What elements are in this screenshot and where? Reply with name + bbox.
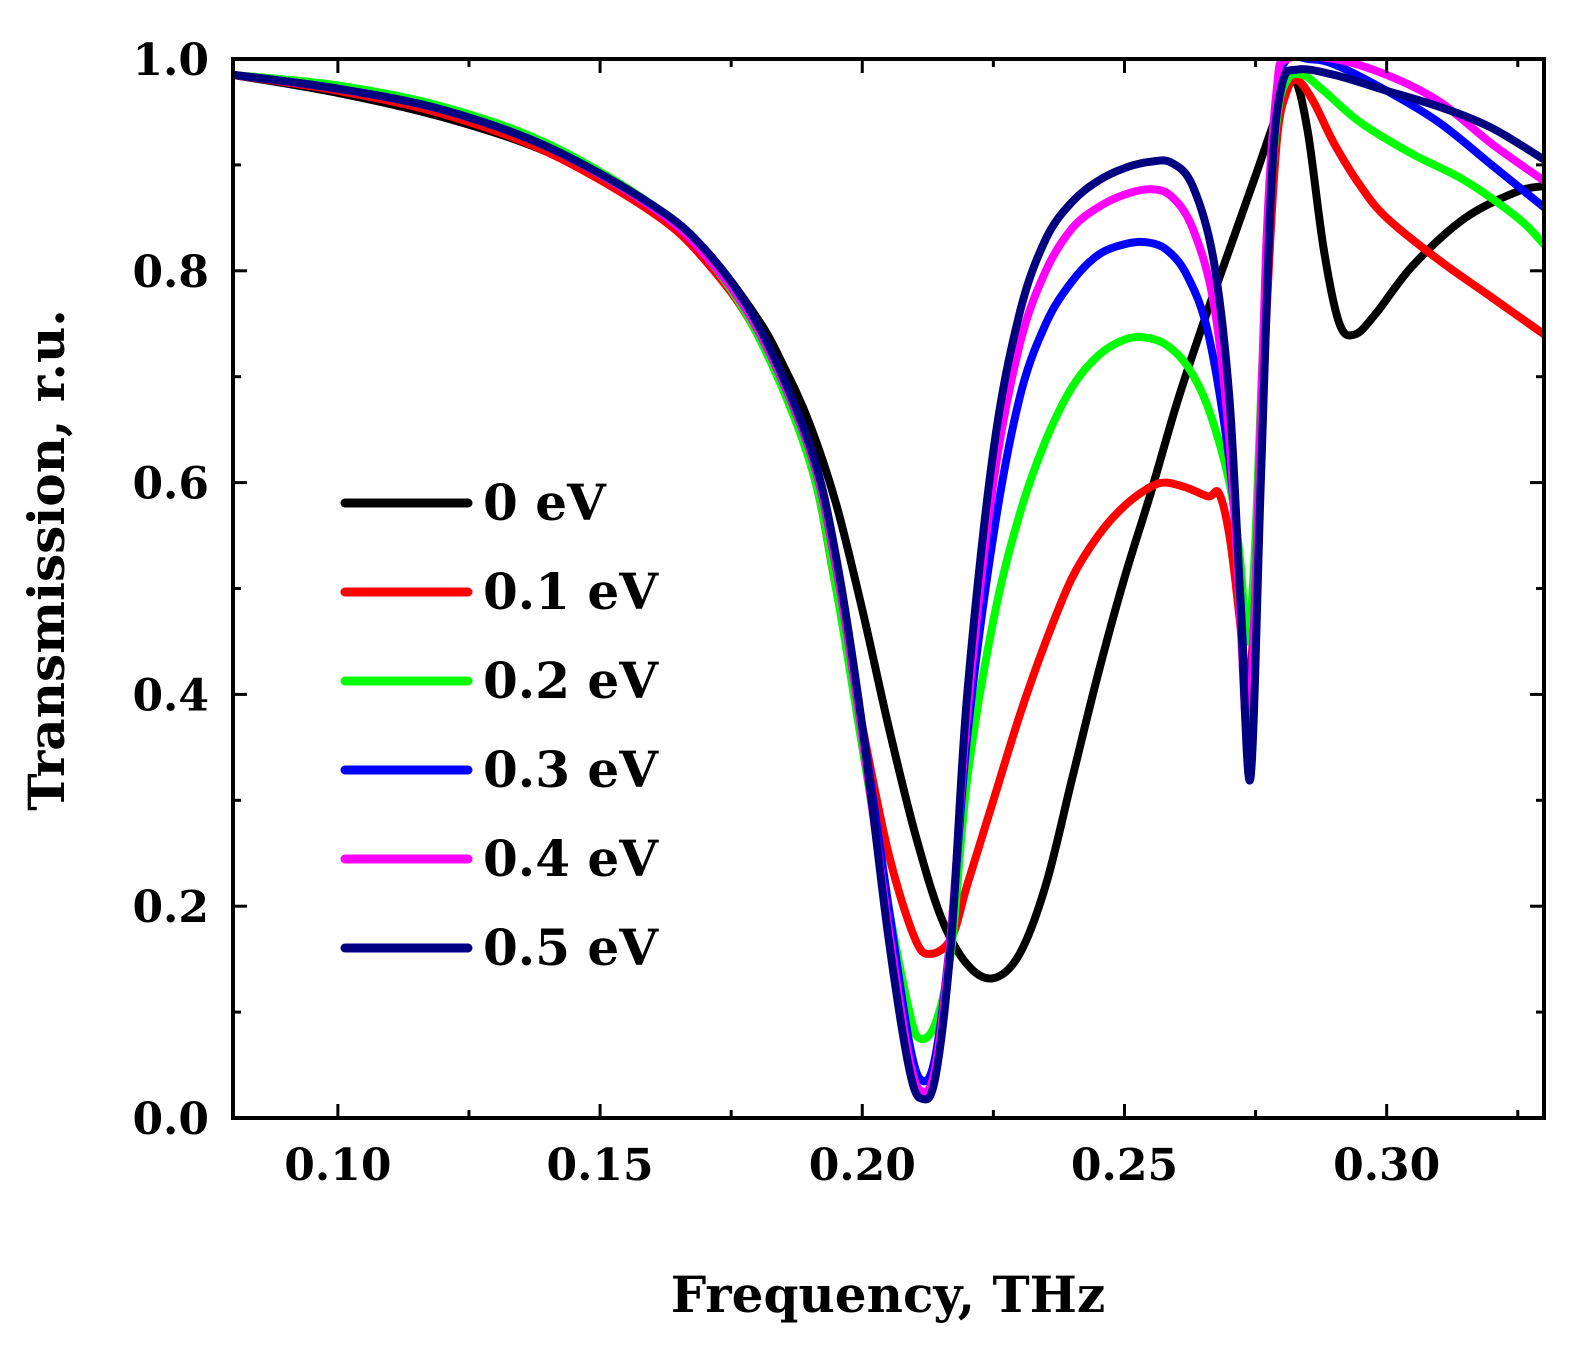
legend-label-0: 0 eV	[483, 473, 607, 532]
ticks: 0.10 0.15 0.20 0.25 0.30 0.0 0.2 0.4 0.6 0.8 1.0	[132, 35, 1544, 1191]
x-tick-label: 0.25	[1071, 1140, 1178, 1191]
y-tick-label: 0.6	[132, 459, 209, 510]
x-axis-title: Frequency, THz	[671, 1265, 1106, 1324]
y-tick-label: 0.0	[132, 1094, 209, 1145]
legend-label-2: 0.2 eV	[483, 651, 659, 710]
x-tick-label: 0.20	[809, 1140, 916, 1191]
y-tick-label: 0.2	[132, 882, 209, 933]
x-tick-label: 0.15	[546, 1140, 653, 1191]
legend-label-5: 0.5 eV	[483, 918, 659, 977]
series-layer	[233, 57, 1544, 1104]
series-line-5	[233, 65, 1544, 1104]
legend-label-4: 0.4 eV	[483, 829, 659, 888]
y-tick-label: 1.0	[132, 35, 209, 86]
legend: 0 eV 0.1 eV 0.2 eV 0.3 eV 0.4 eV 0.5 eV	[340, 473, 659, 977]
x-tick-label: 0.10	[284, 1140, 391, 1191]
series-line-1	[233, 70, 1544, 958]
y-tick-label: 0.4	[132, 670, 209, 721]
y-tick-label: 0.8	[132, 247, 209, 298]
legend-label-3: 0.3 eV	[483, 740, 659, 799]
x-tick-label: 0.30	[1333, 1140, 1440, 1191]
y-axis-title: Transmission, r.u.	[17, 309, 76, 810]
legend-label-1: 0.1 eV	[483, 562, 659, 621]
